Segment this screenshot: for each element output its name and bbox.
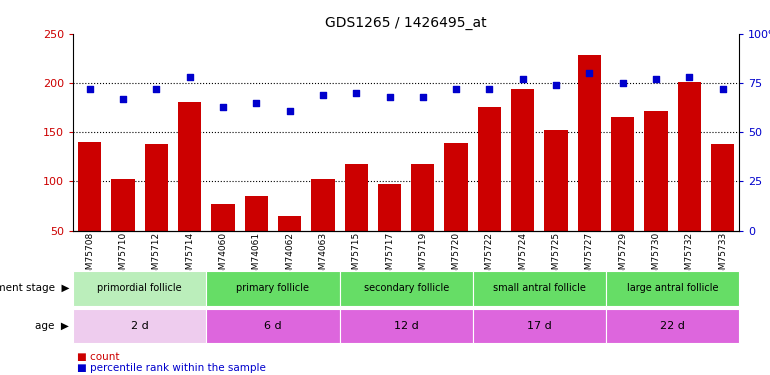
Point <box>350 90 363 96</box>
Point <box>316 92 329 98</box>
Point <box>484 86 496 92</box>
Point <box>283 108 296 114</box>
Bar <box>644 111 668 280</box>
Point <box>217 104 229 110</box>
Text: development stage  ▶: development stage ▶ <box>0 284 69 293</box>
Point <box>84 86 96 92</box>
Bar <box>112 180 135 280</box>
Point <box>183 74 196 80</box>
Point <box>383 94 396 100</box>
Bar <box>78 142 102 280</box>
Bar <box>245 196 268 280</box>
Text: 17 d: 17 d <box>527 321 552 331</box>
Text: 22 d: 22 d <box>660 321 685 331</box>
Text: age  ▶: age ▶ <box>35 321 69 331</box>
Bar <box>211 204 235 280</box>
Text: ■ count: ■ count <box>77 352 119 362</box>
Text: large antral follicle: large antral follicle <box>627 284 718 293</box>
Title: GDS1265 / 1426495_at: GDS1265 / 1426495_at <box>326 16 487 30</box>
Text: 2 d: 2 d <box>131 321 149 331</box>
Bar <box>311 180 335 280</box>
Bar <box>378 184 401 280</box>
Bar <box>477 106 501 280</box>
Text: ■ percentile rank within the sample: ■ percentile rank within the sample <box>77 363 266 373</box>
Point <box>716 86 728 92</box>
Bar <box>611 117 634 280</box>
Point <box>550 82 562 88</box>
Point <box>650 76 662 82</box>
Bar <box>444 143 468 280</box>
Text: secondary follicle: secondary follicle <box>363 284 449 293</box>
Text: primordial follicle: primordial follicle <box>98 284 182 293</box>
Bar <box>678 82 701 280</box>
Point <box>117 96 129 102</box>
Bar <box>178 102 202 280</box>
Point <box>150 86 162 92</box>
Point <box>417 94 429 100</box>
Bar <box>711 144 735 280</box>
Bar <box>278 216 301 280</box>
Point <box>517 76 529 82</box>
Point <box>617 80 629 86</box>
Text: primary follicle: primary follicle <box>236 284 310 293</box>
Bar <box>145 144 168 280</box>
Bar <box>344 164 368 280</box>
Point <box>450 86 462 92</box>
Text: 12 d: 12 d <box>393 321 419 331</box>
Bar <box>511 89 534 280</box>
Text: small antral follicle: small antral follicle <box>493 284 586 293</box>
Bar <box>578 56 601 280</box>
Bar <box>411 164 434 280</box>
Point <box>583 70 595 76</box>
Point <box>250 100 263 106</box>
Bar <box>544 130 567 280</box>
Point <box>683 74 695 80</box>
Text: 6 d: 6 d <box>264 321 282 331</box>
